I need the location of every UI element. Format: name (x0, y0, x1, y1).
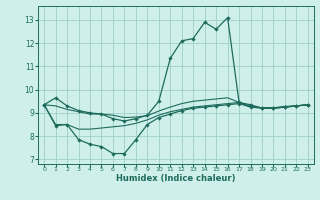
X-axis label: Humidex (Indice chaleur): Humidex (Indice chaleur) (116, 174, 236, 183)
